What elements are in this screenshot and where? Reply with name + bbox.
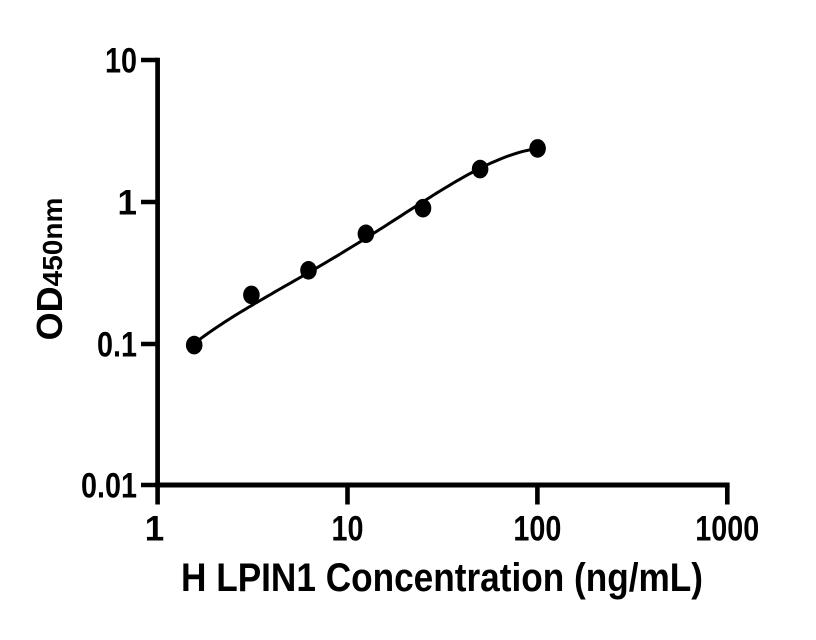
svg-text:1000: 1000 (695, 510, 759, 549)
svg-text:1: 1 (145, 510, 164, 549)
svg-text:H LPIN1 Concentration (ng/mL): H LPIN1 Concentration (ng/mL) (181, 556, 703, 600)
svg-text:0.01: 0.01 (81, 467, 137, 506)
svg-text:10: 10 (105, 42, 137, 81)
svg-text:0.1: 0.1 (97, 326, 137, 365)
svg-text:10: 10 (332, 510, 364, 549)
svg-text:1: 1 (118, 184, 137, 223)
svg-text:100: 100 (513, 510, 561, 549)
